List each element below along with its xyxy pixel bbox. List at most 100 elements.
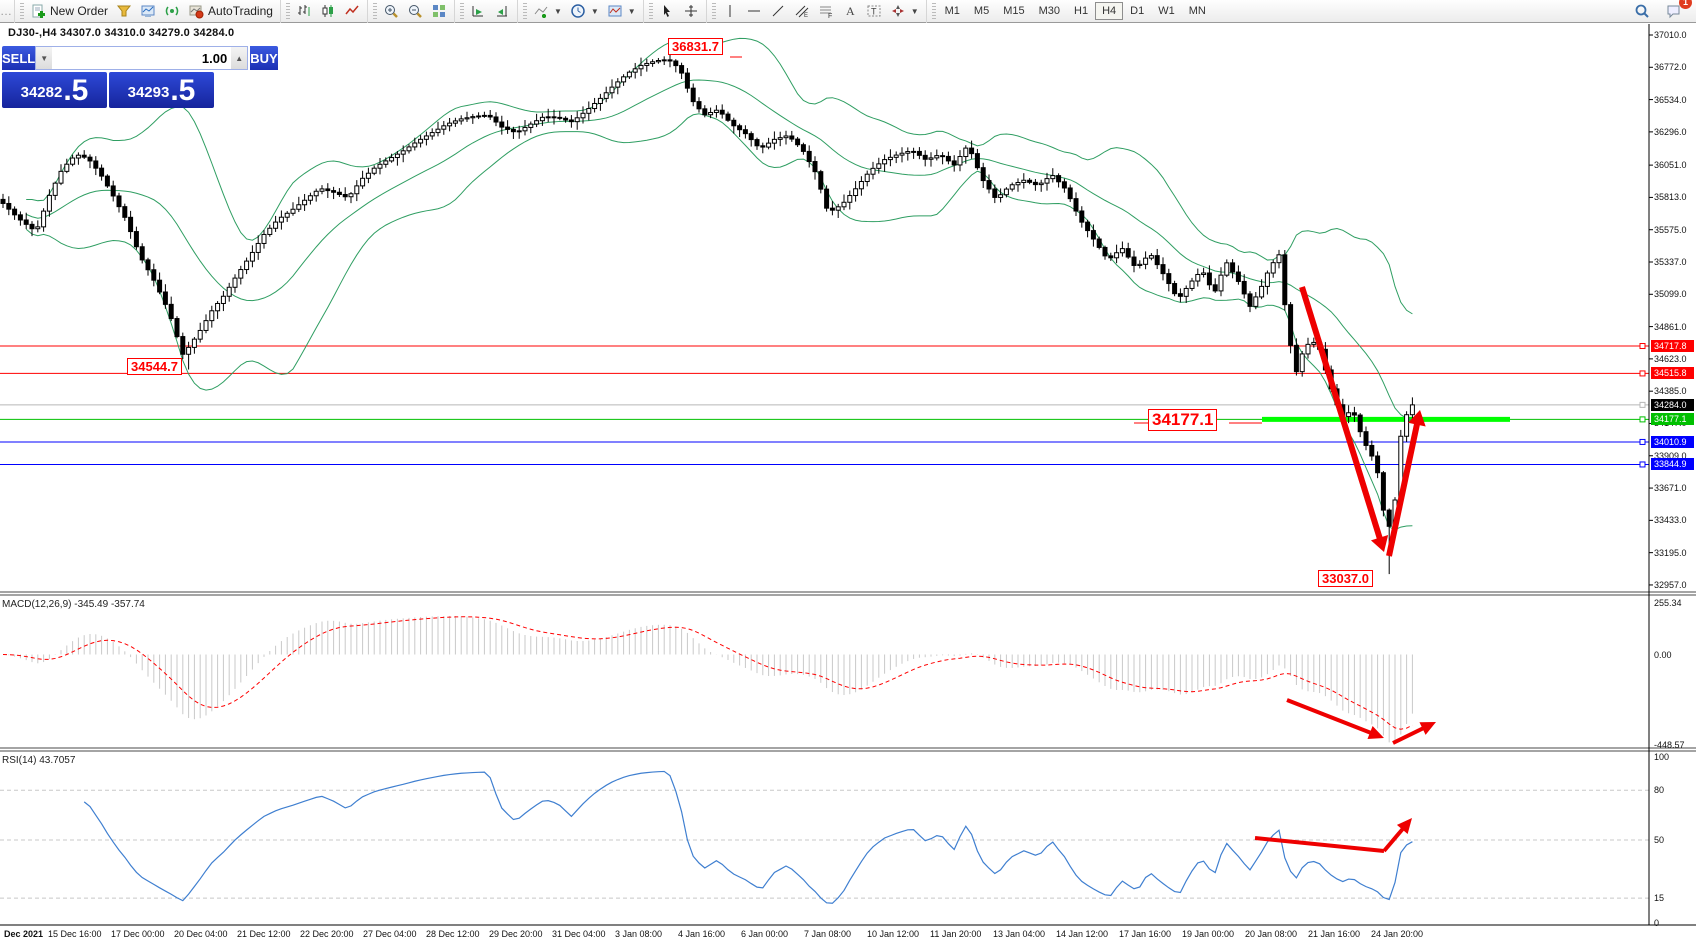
search-button[interactable] bbox=[1630, 1, 1654, 21]
line-anchor-marker[interactable] bbox=[1639, 416, 1646, 423]
candle-body bbox=[928, 157, 934, 160]
candle-body bbox=[1143, 257, 1149, 265]
line-anchor-marker[interactable] bbox=[1639, 438, 1646, 445]
buy-button[interactable]: BUY bbox=[250, 46, 278, 70]
trend-arrow-head[interactable] bbox=[1367, 726, 1384, 740]
fibonacci-button[interactable]: F bbox=[814, 1, 838, 21]
channel-button[interactable]: E bbox=[790, 1, 814, 21]
trend-arrow-head[interactable] bbox=[1408, 410, 1426, 427]
timeframe-M5-button[interactable]: M5 bbox=[973, 5, 990, 17]
data-window-button[interactable] bbox=[136, 1, 160, 21]
time-axis-label: 14 Jan 12:00 bbox=[1056, 929, 1109, 939]
trend-arrow[interactable] bbox=[1254, 836, 1385, 853]
price-annotation-33037.0[interactable]: 33037.0 bbox=[1318, 570, 1373, 587]
toolbar-grip[interactable] bbox=[285, 3, 290, 19]
volume-decrease-button[interactable]: ▼ bbox=[36, 47, 53, 69]
zoom-in-button[interactable] bbox=[379, 1, 403, 21]
price-annotation-34177.1[interactable]: 34177.1 bbox=[1148, 409, 1218, 431]
signals-button[interactable] bbox=[160, 1, 184, 21]
candle-body bbox=[116, 195, 122, 208]
toolbar-grip[interactable] bbox=[20, 3, 24, 19]
candle-body bbox=[766, 142, 772, 148]
rsi-line bbox=[83, 770, 1413, 904]
timeframe-M30-button[interactable]: M30 bbox=[1038, 5, 1061, 17]
time-axis-label: 3 Jan 08:00 bbox=[615, 929, 663, 939]
dropdown-caret-icon[interactable]: ▼ bbox=[553, 6, 562, 16]
volume-increase-button[interactable]: ▲ bbox=[231, 47, 248, 69]
volume-input[interactable] bbox=[52, 47, 232, 69]
price-annotation-34544.7[interactable]: 34544.7 bbox=[127, 358, 182, 375]
candle-body bbox=[557, 116, 563, 119]
trend-arrow-head[interactable] bbox=[1370, 535, 1389, 552]
trendline-icon bbox=[772, 5, 784, 17]
timeframe-D1-button[interactable]: D1 bbox=[1130, 5, 1145, 17]
trend-arrow-head[interactable] bbox=[1419, 722, 1436, 735]
trend-arrow[interactable] bbox=[1386, 418, 1422, 557]
text-label-button[interactable]: T bbox=[862, 1, 886, 21]
tile-windows-button[interactable] bbox=[427, 1, 451, 21]
candle-body bbox=[963, 147, 969, 158]
toolbar-grip[interactable] bbox=[372, 3, 377, 19]
indicators-button[interactable]: ▼ bbox=[529, 1, 566, 21]
candle-body bbox=[87, 156, 93, 162]
dropdown-caret-icon[interactable]: ▼ bbox=[590, 6, 599, 16]
zoom-out-button[interactable] bbox=[403, 1, 427, 21]
line-anchor-marker[interactable] bbox=[1639, 461, 1646, 468]
line-anchor-marker[interactable] bbox=[1639, 343, 1646, 350]
buy-price[interactable]: 34293 .5 bbox=[109, 72, 214, 108]
chart-shift-button[interactable] bbox=[490, 1, 514, 21]
macd-indicator-label: MACD(12,26,9) -345.49 -357.74 bbox=[2, 599, 145, 610]
price-annotation-36831.7[interactable]: 36831.7 bbox=[668, 38, 723, 55]
notifications-button[interactable]: 1 bbox=[1662, 0, 1692, 21]
time-axis-label: 6 Jan 00:00 bbox=[741, 929, 789, 939]
toolbar-group: New Order AutoTrading bbox=[14, 0, 280, 23]
new-order-button[interactable]: New Order bbox=[26, 1, 112, 21]
candle-body bbox=[742, 129, 748, 135]
trendline-button[interactable] bbox=[766, 1, 790, 21]
templates-button[interactable]: ▼ bbox=[603, 1, 640, 21]
trend-arrow[interactable] bbox=[1286, 698, 1377, 737]
auto-scroll-button[interactable] bbox=[466, 1, 490, 21]
shapes-button[interactable]: ▼ bbox=[886, 1, 923, 21]
bars-chart-button[interactable] bbox=[292, 1, 316, 21]
dropdown-caret-icon[interactable]: ▼ bbox=[910, 6, 919, 16]
text-button[interactable]: A bbox=[838, 1, 862, 21]
line-anchor-marker[interactable] bbox=[1639, 401, 1646, 408]
trend-arrow[interactable] bbox=[1299, 286, 1385, 545]
symbol-ohlc-bar: DJ30-,H4 34307.0 34310.0 34279.0 34284.0 bbox=[8, 27, 235, 39]
timeframe-W1-button[interactable]: W1 bbox=[1158, 5, 1175, 17]
line-anchor-marker[interactable] bbox=[1639, 370, 1646, 377]
dropdown-caret-icon[interactable]: ▼ bbox=[627, 6, 636, 16]
candle-body bbox=[667, 59, 673, 62]
timeframe-M15-button[interactable]: M15 bbox=[1003, 5, 1025, 17]
sell-price[interactable]: 34282 .5 bbox=[2, 72, 107, 108]
timeframe-MN-button[interactable]: MN bbox=[1188, 5, 1206, 17]
toolbar-grip[interactable] bbox=[459, 3, 464, 19]
timeframe-M1-button[interactable]: M1 bbox=[944, 5, 960, 17]
candle-body bbox=[1282, 254, 1288, 306]
timeframe-H1-button[interactable]: H1 bbox=[1074, 5, 1089, 17]
toolbar-grip[interactable] bbox=[711, 3, 716, 19]
toolbar-grip[interactable] bbox=[931, 3, 936, 19]
periods-button[interactable]: ▼ bbox=[566, 1, 603, 21]
funnel-button[interactable] bbox=[112, 1, 136, 21]
cursor-button[interactable] bbox=[655, 1, 679, 21]
price-axis-label: 33433.0 bbox=[1654, 515, 1687, 526]
autotrading-button[interactable]: AutoTrading bbox=[184, 1, 277, 21]
chart-canvas[interactable] bbox=[0, 24, 1696, 942]
horizontal-line-button[interactable] bbox=[742, 1, 766, 21]
bollinger-middle-band bbox=[26, 79, 1413, 421]
vertical-line-button[interactable] bbox=[718, 1, 742, 21]
sell-button[interactable]: SELL bbox=[2, 46, 36, 70]
trend-arrow[interactable] bbox=[1392, 724, 1429, 745]
text-label-icon: T bbox=[867, 5, 881, 17]
crosshair-button[interactable] bbox=[679, 1, 703, 21]
trend-arrow-head[interactable] bbox=[1396, 818, 1412, 834]
line-chart-icon bbox=[345, 5, 359, 15]
toolbar-grip[interactable] bbox=[648, 3, 653, 19]
candle-body bbox=[534, 120, 540, 125]
toolbar-grip[interactable] bbox=[522, 3, 527, 19]
line-chart-button[interactable] bbox=[340, 1, 364, 21]
timeframe-H4-button[interactable]: H4 bbox=[1095, 2, 1124, 20]
candle-chart-button[interactable] bbox=[316, 1, 340, 21]
